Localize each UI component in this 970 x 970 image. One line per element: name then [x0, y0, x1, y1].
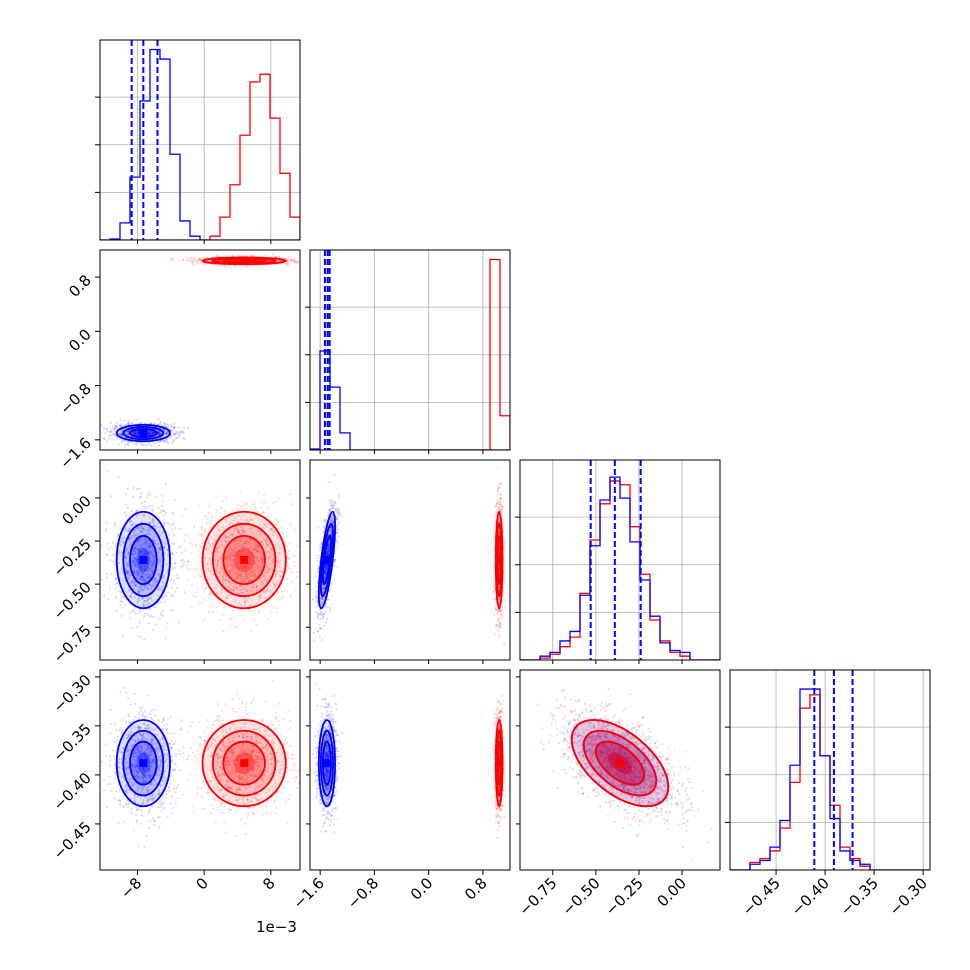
contours-red: [494, 719, 504, 808]
panel-frame: [99, 459, 301, 661]
y-tick-label: 0.00: [58, 492, 94, 528]
x-tick-label: −0.50: [558, 874, 603, 919]
contours-blue: [115, 719, 171, 808]
density-peak: [322, 759, 331, 768]
x-tick-label: −0.75: [515, 874, 560, 919]
contours-red: [201, 719, 287, 808]
panel-3-2: [519, 669, 721, 871]
panel-3-0: [99, 669, 301, 871]
contours-blue: [317, 510, 336, 610]
panel-2-1: [309, 459, 511, 661]
panel-frame: [99, 39, 301, 241]
y-tick-label: −1.6: [56, 434, 94, 472]
x-tick-label: −0.35: [837, 874, 882, 919]
x-tick-label: −0.45: [739, 874, 784, 919]
y-tick-label: −0.25: [50, 535, 95, 580]
x-tick-label: −0.30: [886, 874, 931, 919]
panel-frame: [99, 249, 301, 451]
y-tick-label: −0.75: [50, 621, 95, 666]
histogram-blue: [730, 688, 930, 870]
density-peak: [139, 429, 148, 438]
panel-frame: [309, 669, 511, 871]
y-tick-label: −0.30: [50, 671, 95, 716]
x-tick-label: −0.25: [602, 874, 647, 919]
histogram-blue: [100, 48, 300, 240]
density-peak: [495, 556, 504, 564]
density-peak: [614, 757, 626, 769]
y-tick-label: −0.35: [50, 720, 95, 765]
panel-frame: [99, 669, 301, 871]
histogram-red: [310, 258, 510, 450]
contours-blue: [115, 424, 171, 443]
x-tick-label: −0.40: [788, 874, 833, 919]
panel-3-3: [725, 669, 931, 871]
y-tick-label: −0.50: [50, 578, 95, 623]
density-peak: [240, 556, 249, 564]
y-tick-label: −0.40: [50, 769, 95, 814]
panel-1-0: [99, 249, 301, 451]
histogram-red: [520, 480, 720, 660]
panel-0-0: [95, 39, 301, 241]
density-peak: [322, 555, 332, 565]
x-offset-label: 1e−3: [256, 918, 297, 936]
y-tick-label: −0.45: [50, 818, 95, 863]
x-tick-label: 8: [259, 874, 278, 893]
contours-red: [201, 256, 287, 266]
x-tick-label: −1.6: [290, 874, 328, 912]
y-tick-label: 0.0: [65, 325, 95, 355]
panel-2-0: [99, 459, 301, 661]
x-tick-label: 0.8: [461, 874, 491, 904]
density-peak: [139, 556, 148, 564]
contours-blue: [317, 719, 336, 808]
y-tick-label: 0.8: [65, 271, 95, 301]
density-peak: [240, 759, 249, 768]
panel-frame: [519, 669, 721, 871]
density-peak: [139, 759, 148, 768]
x-tick-label: −0.8: [344, 874, 382, 912]
x-tick-label: 0: [193, 874, 212, 893]
x-tick-label: −8: [117, 874, 145, 902]
density-peak: [495, 759, 504, 768]
panel-2-2: [515, 459, 721, 661]
y-tick-label: −0.8: [56, 380, 94, 418]
contours-red: [570, 719, 670, 808]
histogram-red: [100, 73, 300, 240]
panel-frame: [309, 249, 511, 451]
scatter-red: [162, 490, 300, 633]
x-tick-label: 0.0: [407, 874, 437, 904]
scatter-blue: [537, 688, 713, 849]
panel-frame: [519, 459, 721, 661]
panel-1-1: [305, 249, 511, 451]
panel-frame: [729, 669, 931, 871]
histogram-blue: [520, 476, 720, 660]
density-peak: [240, 256, 249, 265]
panel-frame: [309, 459, 511, 661]
contours-red: [201, 510, 287, 610]
panel-3-1: [309, 669, 511, 871]
contours-red: [494, 510, 504, 610]
x-tick-label: 0.00: [654, 874, 690, 910]
contours-blue: [115, 510, 171, 610]
histogram-blue: [310, 350, 510, 450]
